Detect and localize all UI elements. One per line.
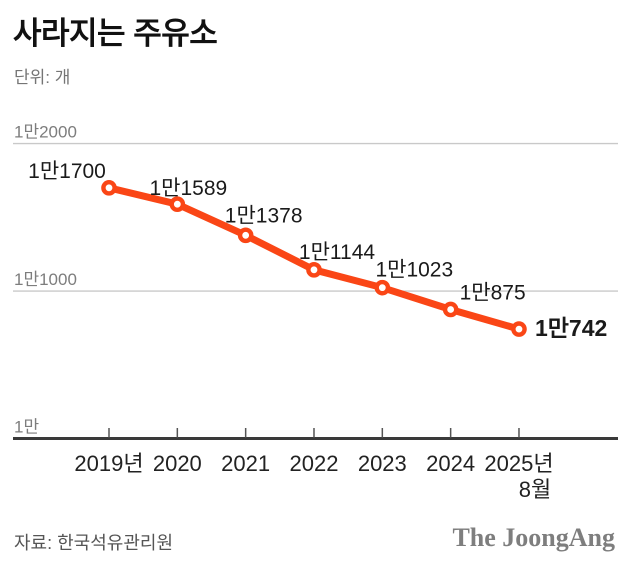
x-tick-label: 2019년 [74, 451, 143, 476]
y-tick-label: 1만2000 [14, 123, 77, 142]
data-point-marker [237, 227, 254, 244]
x-tick-label: 2024 [426, 451, 475, 476]
chart-title: 사라지는 주유소 [13, 16, 218, 51]
data-point-marker [306, 262, 322, 278]
joongang-logo: The JoongAng [452, 523, 615, 552]
point-label: 1만1700 [28, 160, 106, 183]
y-tick-label: 1만 [14, 418, 39, 437]
data-point-marker [169, 196, 186, 213]
x-tick-label: 2020 [153, 451, 202, 476]
data-point-marker [511, 321, 527, 337]
source-label: 자료: 한국석유관리원 [14, 533, 174, 553]
point-label: 1만875 [460, 281, 526, 304]
data-point-marker [101, 180, 117, 196]
x-tick-label-line2: 8월 [519, 477, 551, 502]
x-tick-label: 2021 [221, 451, 270, 476]
point-label: 1만742 [535, 315, 607, 341]
point-label: 1만1144 [299, 241, 375, 264]
data-point-marker [374, 279, 391, 296]
point-label: 1만1589 [149, 177, 227, 200]
point-label: 1만1378 [225, 204, 303, 227]
x-tick-label: 2023 [358, 451, 407, 476]
point-label: 1만1023 [375, 259, 453, 282]
x-tick-label: 2025년 [484, 451, 553, 476]
data-point-marker [442, 301, 459, 318]
x-tick-label: 2022 [290, 451, 339, 476]
y-tick-label: 1만1000 [14, 270, 77, 289]
line-chart: 1만2000 1만1000 1만 2019년 2020 2021 2022 2023 2024 2… [13, 123, 618, 502]
unit-label: 단위: 개 [14, 68, 71, 87]
